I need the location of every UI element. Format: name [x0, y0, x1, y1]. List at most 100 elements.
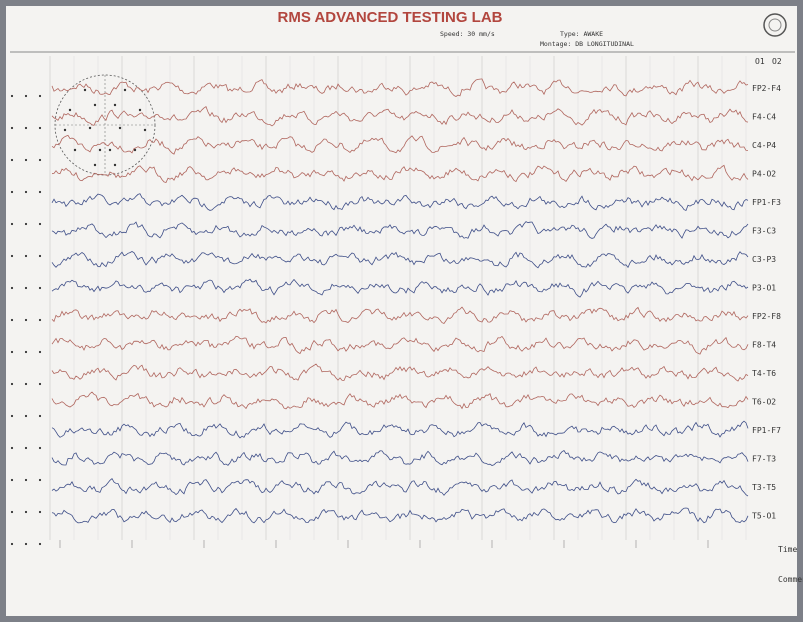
channel-label: T3-T5: [752, 483, 776, 492]
margin-dot: [24, 542, 28, 546]
margin-dot: [38, 382, 42, 386]
channel-label: F8-T4: [752, 341, 776, 350]
channel-label: FP1-F3: [752, 198, 781, 207]
channel-label: C3-P3: [752, 255, 776, 264]
recording-type: Type: AWAKE: [560, 30, 603, 38]
channel-label: T4-T6: [752, 369, 776, 378]
electrode: [113, 163, 117, 167]
margin-dot: [10, 190, 14, 194]
margin-dot: [10, 510, 14, 514]
eeg-trace: [51, 507, 749, 524]
eeg-trace: [51, 335, 749, 355]
margin-dot: [10, 382, 14, 386]
margin-dot: [24, 414, 28, 418]
paper-speed: Speed: 30 mm/s: [440, 30, 495, 38]
margin-dot: [38, 286, 42, 290]
comments-label: Comments: [778, 575, 803, 584]
eeg-trace: [51, 251, 749, 269]
eeg-trace: [51, 221, 749, 239]
electrode: [118, 126, 122, 130]
eeg-trace: [51, 420, 749, 439]
electrode: [138, 108, 142, 112]
eeg-trace: [51, 134, 749, 155]
channel-label: C4-P4: [752, 141, 776, 150]
channel-label: FP2-F4: [752, 84, 781, 93]
channel-label: F3-C3: [752, 227, 776, 236]
margin-dot: [24, 510, 28, 514]
channel-label: P3-O1: [752, 284, 776, 293]
traces: [51, 78, 749, 524]
margin-dot: [38, 158, 42, 162]
margin-dot: [38, 510, 42, 514]
margin-dot: [10, 222, 14, 226]
channel-label: FP2-F8: [752, 312, 781, 321]
electrode: [133, 148, 137, 152]
channel-label: F4-C4: [752, 113, 776, 122]
eeg-trace: [51, 477, 749, 497]
margin-dot: [38, 350, 42, 354]
eeg-trace: [51, 78, 749, 97]
column-label: O2: [772, 57, 782, 66]
channel-label: T5-O1: [752, 512, 776, 521]
channel-label: FP1-F7: [752, 426, 781, 435]
electrode: [93, 103, 97, 107]
margin-dot: [24, 350, 28, 354]
margin-dot: [38, 542, 42, 546]
eeg-trace: [51, 193, 749, 212]
electrode: [113, 103, 117, 107]
eeg-trace: [51, 391, 749, 410]
electrode: [63, 128, 67, 132]
margin-dot: [24, 126, 28, 130]
margin-dot: [10, 94, 14, 98]
electrode: [123, 88, 127, 92]
margin-dot: [10, 350, 14, 354]
montage: Montage: DB LONGITUDINAL: [540, 40, 634, 48]
lab-title: RMS ADVANCED TESTING LAB: [278, 9, 503, 26]
head-diagram: [54, 74, 156, 176]
margin-dot: [38, 222, 42, 226]
margin-dot: [24, 254, 28, 258]
margin-dot: [38, 254, 42, 258]
margin-dot: [38, 446, 42, 450]
channel-labels: FP2-F4 F4-C4 C4-P4 P4-O2 FP1-F3 F3-C3 C3-P3 P3-…: [752, 84, 781, 521]
electrode: [93, 163, 97, 167]
margin-dot: [10, 286, 14, 290]
margin-dot: [24, 158, 28, 162]
column-label: O1: [755, 57, 765, 66]
margin-dot: [10, 254, 14, 258]
channel-label: P4-O2: [752, 170, 776, 179]
eeg-trace: [51, 278, 749, 298]
margin-dot: [10, 158, 14, 162]
eeg-trace: [51, 363, 749, 382]
electrode: [73, 148, 77, 152]
margin-dot: [38, 318, 42, 322]
margin-dot: [38, 94, 42, 98]
margin-dot: [10, 414, 14, 418]
eeg-trace: [51, 105, 749, 127]
margin-dot: [10, 318, 14, 322]
margin-dot: [38, 414, 42, 418]
channel-label: F7-T3: [752, 455, 776, 464]
margin-dot: [24, 478, 28, 482]
lab-logo: [763, 13, 787, 37]
margin-dot: [24, 446, 28, 450]
margin-dot: [38, 478, 42, 482]
margin-dot: [24, 318, 28, 322]
margin-dot: [10, 542, 14, 546]
margin-dot: [24, 190, 28, 194]
electrode: [108, 148, 112, 152]
margin-dot: [24, 382, 28, 386]
margin-dot: [10, 126, 14, 130]
channel-label: T6-O2: [752, 398, 776, 407]
electrode: [88, 126, 92, 130]
eeg-trace: [51, 449, 749, 466]
eeg-trace: [51, 164, 749, 183]
margin-dot: [10, 478, 14, 482]
eeg-trace: [51, 306, 749, 325]
electrode: [83, 88, 87, 92]
margin-dot: [38, 190, 42, 194]
margin-dot: [38, 126, 42, 130]
margin-dot: [24, 286, 28, 290]
time-label: Time: [778, 545, 797, 554]
